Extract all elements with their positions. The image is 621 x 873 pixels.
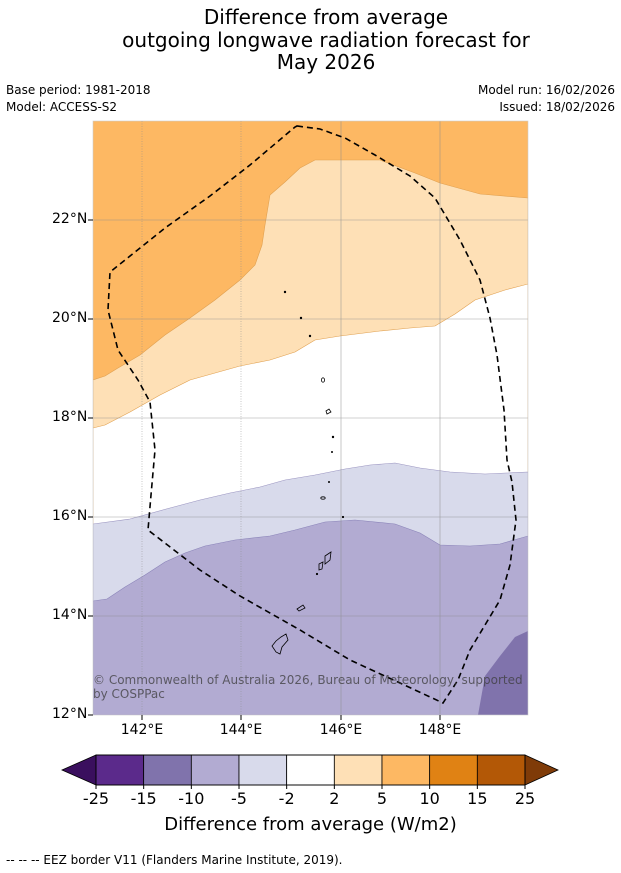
lat-label-12n: 12°N (52, 706, 88, 722)
colorbar-tick-label: -10 (178, 789, 205, 808)
colorbar-label: Difference from average (W/m2) (164, 814, 457, 835)
base-period: Base period: 1981-2018 (6, 83, 151, 97)
colorbar-tick-label: 5 (376, 789, 388, 808)
meta-left: Base period: 1981-2018 Model: ACCESS-S2 (6, 83, 151, 117)
copyright-notice: © Commonwealth of Australia 2026, Bureau… (93, 673, 523, 701)
colorbar-segment (286, 754, 335, 786)
meta-right: Model run: 16/02/2026 Issued: 18/02/2026 (478, 83, 615, 117)
colorbar-tick-label: 25 (514, 789, 536, 808)
lat-label-16n: 16°N (52, 508, 88, 524)
title-line-3: May 2026 (276, 50, 376, 74)
colorbar-tick-label: -15 (130, 789, 157, 808)
title-line-1: Difference from average (203, 5, 449, 29)
colorbar-segment (143, 754, 192, 786)
colorbar-segment (238, 754, 288, 786)
band-minus10-to-minus5 (93, 519, 528, 715)
band-minus15-to-minus10 (478, 631, 528, 715)
issued-date: Issued: 18/02/2026 (499, 100, 615, 114)
lon-label-144e: 144°E (219, 722, 263, 738)
colorbar-segment (381, 754, 431, 786)
colorbar-tick-label: 2 (329, 789, 340, 808)
model-name: Model: ACCESS-S2 (6, 100, 118, 114)
map-ticks (88, 219, 441, 720)
colorbar-tick-label: -25 (82, 789, 110, 808)
eez-border (107, 125, 517, 705)
colorbar-segment (333, 754, 383, 786)
colorbar-segment (476, 754, 526, 786)
colorbar-tick-label: -2 (278, 789, 295, 808)
lon-label-148e: 148°E (418, 722, 462, 738)
lat-label-18n: 18°N (52, 409, 88, 425)
lon-label-142e: 142°E (120, 722, 164, 738)
colorbar-tick-label: 10 (419, 789, 440, 808)
model-run: Model run: 16/02/2026 (477, 83, 615, 97)
chart-title: Difference from average outgoing longwav… (0, 6, 621, 74)
colorbar-under-arrow (61, 754, 97, 786)
colorbar-ticks (95, 785, 526, 789)
colorbar-segment (429, 754, 478, 786)
title-line-2: outgoing longwave radiation forecast for (122, 27, 530, 52)
colorbar-over-arrow (524, 754, 559, 786)
island-outlines (271, 290, 345, 655)
graticule (93, 121, 528, 715)
colorbar-segment (95, 754, 145, 786)
eez-footnote: -- -- -- EEZ border V11 (Flanders Marine… (6, 853, 343, 867)
lat-label-14n: 14°N (52, 607, 88, 623)
lat-label-20n: 20°N (52, 310, 88, 326)
colorbar-frame (95, 754, 526, 786)
lon-label-146e: 146°E (319, 722, 363, 738)
lat-label-22n: 22°N (52, 211, 88, 227)
colorbar-segments (95, 754, 526, 786)
colorbar-segment (190, 754, 240, 786)
colorbar-tick-label: 15 (467, 789, 488, 808)
colorbar-tick-label: -5 (231, 789, 247, 808)
